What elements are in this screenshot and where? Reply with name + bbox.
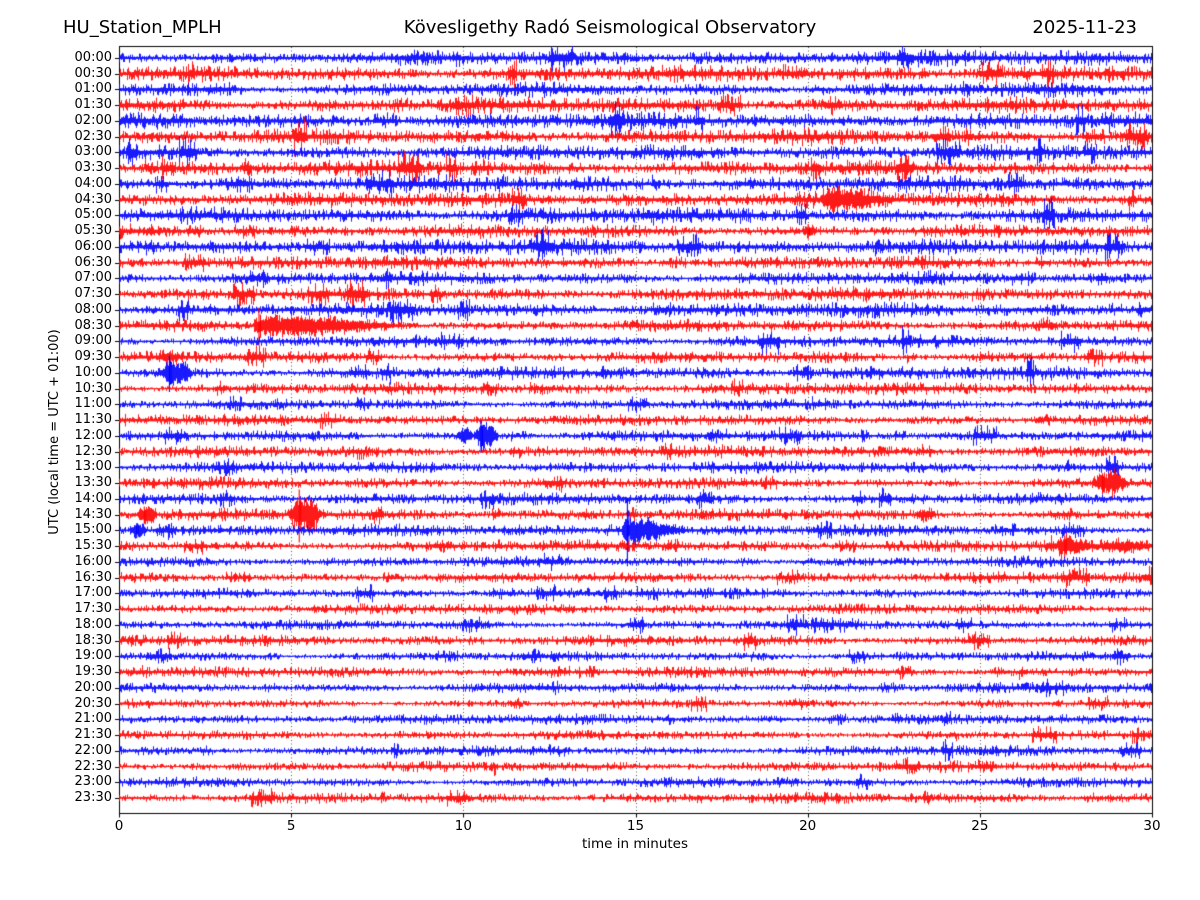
y-tick-label: 05:00 (74, 207, 112, 223)
y-tick-label: 00:00 (74, 50, 112, 65)
y-tick-label: 08:00 (74, 301, 112, 317)
y-tick-label: 11:00 (74, 396, 112, 412)
y-tick-label: 15:00 (74, 522, 112, 538)
y-tick-label: 06:00 (74, 238, 112, 254)
y-tick-label: 22:30 (74, 758, 112, 774)
y-tick-label: 15:30 (74, 538, 112, 554)
y-tick-label: 00:30 (74, 65, 112, 81)
y-tick-label: 10:00 (74, 364, 112, 380)
y-tick-label: 16:00 (74, 553, 112, 569)
y-tick-label: 21:00 (74, 711, 112, 727)
x-tick-label: 25 (971, 818, 989, 834)
x-tick-label: 5 (286, 818, 296, 834)
y-tick-label: 14:00 (74, 490, 112, 506)
y-tick-label: 22:00 (74, 742, 112, 758)
y-tick-label: 20:00 (74, 679, 112, 695)
y-tick-label: 09:30 (74, 349, 112, 365)
y-tick-label: 23:00 (74, 774, 112, 790)
plot-date: 2025-11-23 (1032, 17, 1137, 38)
y-tick-label: 14:30 (74, 506, 112, 522)
y-tick-label: 17:00 (74, 585, 112, 601)
y-tick-label: 13:30 (74, 475, 112, 491)
y-tick-label: 23:30 (74, 790, 112, 805)
y-tick-label: 11:30 (74, 412, 112, 428)
y-tick-label: 18:00 (74, 616, 112, 632)
y-tick-label: 18:30 (74, 632, 112, 648)
y-tick-label: 10:30 (74, 380, 112, 396)
y-tick-label: 13:00 (74, 459, 112, 475)
y-tick-label: 04:00 (74, 175, 112, 191)
y-tick-label: 05:30 (74, 223, 112, 239)
y-tick-label: 06:30 (74, 254, 112, 270)
x-tick-label: 20 (799, 818, 817, 834)
y-tick-label: 12:30 (74, 443, 112, 459)
y-tick-label: 02:30 (74, 128, 112, 144)
y-tick-label: 03:30 (74, 160, 112, 176)
y-tick-label: 19:30 (74, 664, 112, 680)
y-tick-label: 09:00 (74, 333, 112, 349)
y-tick-label: 20:30 (74, 695, 112, 711)
y-tick-label: 01:00 (74, 81, 112, 97)
y-tick-label: 07:00 (74, 270, 112, 286)
y-tick-label: 04:30 (74, 191, 112, 207)
y-tick-label: 07:30 (74, 286, 112, 302)
y-tick-label: 16:30 (74, 569, 112, 585)
y-tick-label: 19:00 (74, 648, 112, 664)
y-tick-label: 02:00 (74, 112, 112, 128)
x-tick-label: 0 (114, 818, 124, 834)
plot-title: Kövesligethy Radó Seismological Observat… (403, 17, 817, 38)
x-axis-label: time in minutes (581, 836, 689, 852)
x-tick-label: 15 (626, 818, 645, 834)
station-label: HU_Station_MPLH (63, 17, 222, 38)
y-tick-label: 03:00 (74, 144, 112, 160)
x-tick-label: 30 (1143, 818, 1161, 834)
x-tick-label: 10 (454, 818, 472, 834)
y-tick-label: 17:30 (74, 601, 112, 617)
y-tick-label: 08:30 (74, 317, 112, 333)
y-tick-label: 21:30 (74, 727, 112, 743)
y-tick-label: 12:00 (74, 427, 112, 443)
y-tick-label: 01:30 (74, 97, 112, 113)
